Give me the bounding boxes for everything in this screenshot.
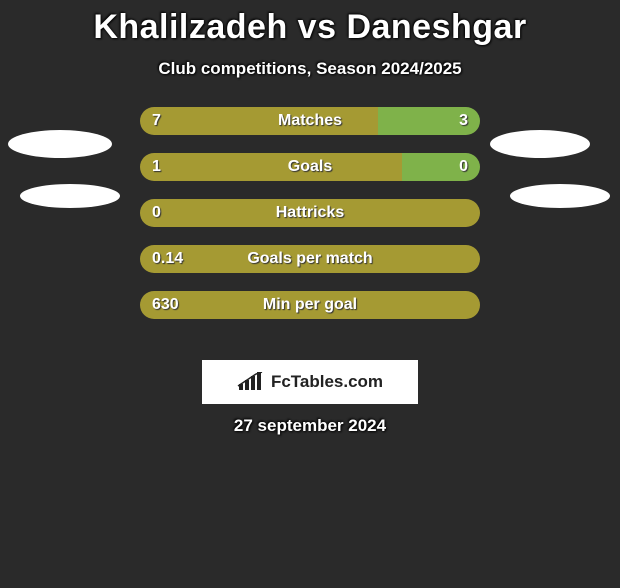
watermark-badge: FcTables.com (202, 360, 418, 404)
stat-row: 0Hattricks (140, 199, 480, 227)
stat-left-value: 0.14 (140, 245, 480, 273)
player-right-avatar-2 (510, 184, 610, 208)
stat-row: 0.14Goals per match (140, 245, 480, 273)
player-left-avatar-2 (20, 184, 120, 208)
stat-left-value: 1 (140, 153, 402, 181)
chart-bars-icon (237, 372, 265, 392)
stat-row: 10Goals (140, 153, 480, 181)
player-right-avatar-1 (490, 130, 590, 158)
stat-row: 73Matches (140, 107, 480, 135)
stat-right-value: 0 (402, 153, 480, 181)
stat-left-value: 0 (140, 199, 480, 227)
watermark-text: FcTables.com (271, 372, 383, 392)
subtitle: Club competitions, Season 2024/2025 (0, 59, 620, 79)
stat-right-value: 3 (378, 107, 480, 135)
page-title: Khalilzadeh vs Daneshgar (0, 8, 620, 47)
date-label: 27 september 2024 (0, 416, 620, 436)
stat-left-value: 630 (140, 291, 480, 319)
stat-left-value: 7 (140, 107, 378, 135)
stat-row: 630Min per goal (140, 291, 480, 319)
player-left-avatar-1 (8, 130, 112, 158)
